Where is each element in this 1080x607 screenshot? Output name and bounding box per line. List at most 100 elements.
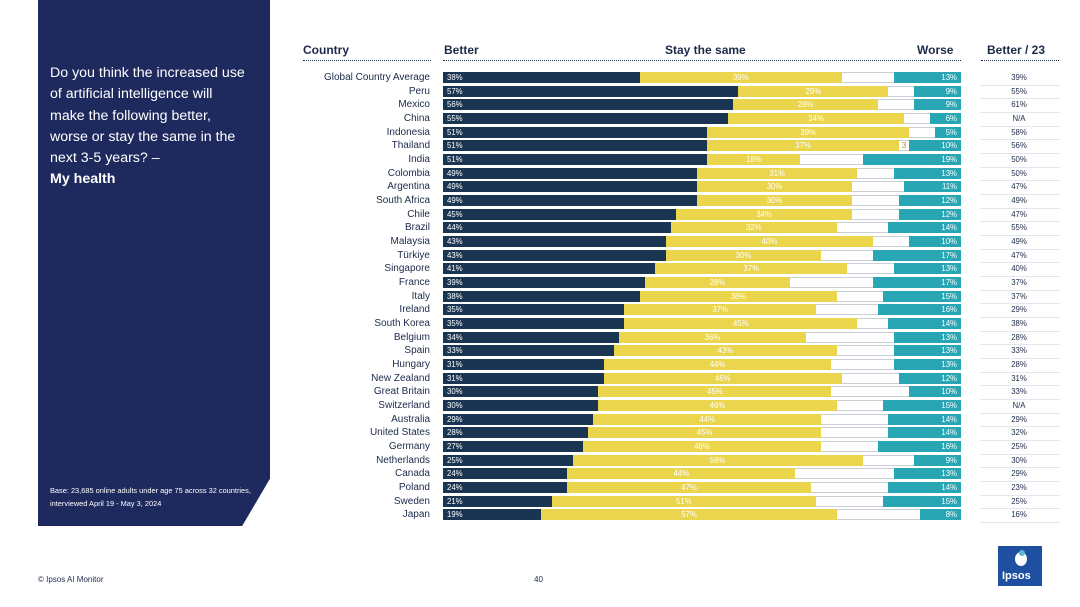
better-2023-value: 30%	[1011, 455, 1027, 465]
bar-same: 30%	[696, 181, 853, 193]
better-2023-rule	[980, 112, 1060, 113]
bar-better: 49%	[443, 181, 697, 193]
country-label: Türkiye	[397, 249, 430, 261]
bar-same: 57%	[541, 509, 837, 521]
bar-better: 24%	[443, 482, 568, 494]
country-label: Colombia	[387, 167, 430, 179]
better-2023-rule	[980, 235, 1060, 237]
bar-better: 49%	[443, 167, 697, 179]
bar-same: 46%	[603, 372, 842, 384]
bar-better: 30%	[443, 400, 599, 412]
question-panel: Do you think the increased use of artifi…	[38, 0, 270, 526]
country-label: South Korea	[374, 318, 430, 330]
bar-better: 38%	[443, 72, 640, 83]
better-2023-rule	[980, 385, 1060, 387]
country-label: Belgium	[393, 331, 430, 343]
better-2023-rule	[980, 494, 1060, 496]
bar-better: 38%	[443, 290, 640, 302]
header-worse: Worse	[917, 43, 954, 57]
country-label: Germany	[388, 441, 430, 453]
bar-worse: 13%	[893, 359, 961, 371]
bar-worse: 9%	[914, 454, 961, 466]
bar-same: 39%	[707, 126, 910, 138]
bar-same: 43%	[613, 345, 837, 357]
bar-better: 35%	[443, 318, 625, 330]
bar-same: 45%	[624, 318, 858, 330]
bar-better: 55%	[443, 113, 728, 124]
bar-same: 37%	[707, 140, 899, 152]
bar-better: 45%	[443, 208, 677, 220]
better-2023-value: 50%	[1011, 155, 1027, 165]
country-label: Singapore	[384, 263, 430, 275]
bar-better: 44%	[443, 222, 671, 234]
country-label: South Africa	[376, 195, 430, 207]
better-2023-rule	[980, 453, 1060, 455]
bar-same: 29%	[738, 85, 889, 97]
bar-same: 38%	[639, 290, 837, 302]
better-2023-value: 47%	[1011, 209, 1027, 219]
bar-same: 30%	[665, 249, 822, 261]
country-label: Canada	[394, 468, 430, 480]
bar-worse: 14%	[888, 413, 961, 425]
bar-better: 31%	[443, 372, 604, 384]
country-label: Malaysia	[390, 236, 430, 248]
bar-better: 25%	[443, 454, 573, 466]
bar-same: 56%	[572, 454, 863, 466]
bar-same: 31%	[696, 167, 858, 179]
better-2023-value: 38%	[1011, 319, 1027, 329]
better-2023-rule	[980, 248, 1060, 250]
country-label: Spain	[404, 345, 430, 357]
bar-same: 18%	[707, 154, 801, 166]
better-2023-rule	[980, 522, 1060, 524]
country-label: New Zealand	[371, 372, 430, 384]
better-2023-rule	[980, 440, 1060, 442]
better-2023-value: 58%	[1011, 127, 1027, 137]
bar-same: 32%	[670, 222, 837, 234]
better-2023-rule	[980, 508, 1060, 510]
better-2023-rule	[980, 153, 1060, 155]
bar-better: 30%	[443, 386, 599, 398]
better-2023-value: 28%	[1011, 332, 1027, 342]
country-label: Hungary	[392, 359, 430, 371]
bar-same: 37%	[655, 263, 848, 275]
better-2023-value: 61%	[1011, 100, 1027, 110]
better-2023-value: 37%	[1011, 291, 1027, 301]
better-2023-value: 47%	[1011, 182, 1027, 192]
bar-worse: 14%	[888, 427, 961, 439]
country-label: Poland	[398, 482, 430, 494]
country-label: Australia	[391, 413, 430, 425]
better-2023-value: 25%	[1011, 442, 1027, 452]
country-label: United States	[369, 427, 430, 439]
header-rule-chart	[443, 60, 961, 61]
bar-worse: 8%	[919, 509, 961, 521]
better-2023-rule	[980, 207, 1060, 209]
header-rule-better23	[981, 60, 1059, 61]
bar-same: 39%	[639, 72, 842, 83]
better-2023-value: N/A	[1012, 401, 1026, 411]
better-2023-value: 39%	[1011, 73, 1027, 82]
bar-better: 27%	[443, 441, 583, 453]
better-2023-value: 37%	[1011, 278, 1027, 288]
question-text: Do you think the increased use of artifi…	[50, 63, 250, 191]
better-2023-rule	[980, 98, 1060, 100]
bar-better: 35%	[443, 304, 625, 316]
better-2023-rule	[980, 180, 1060, 182]
bar-worse: 10%	[909, 140, 961, 152]
bar-same: 36%	[619, 331, 806, 343]
bar-worse: 13%	[893, 167, 961, 179]
better-2023-value: N/A	[1012, 114, 1026, 123]
bar-worse: 12%	[898, 372, 961, 384]
better-2023-rule	[980, 84, 1060, 86]
bar-better: 19%	[443, 509, 542, 521]
country-label: China	[403, 113, 430, 124]
better-2023-rule	[980, 125, 1060, 127]
bar-same: 46%	[598, 400, 837, 412]
bar-better: 51%	[443, 126, 708, 138]
better-2023-value: 29%	[1011, 305, 1027, 315]
better-2023-rule	[980, 194, 1060, 196]
better-2023-value: 33%	[1011, 346, 1027, 356]
bar-same: 40%	[665, 236, 873, 248]
bar-worse: 19%	[862, 154, 961, 166]
bar-better: 28%	[443, 427, 589, 439]
better-2023-rule	[980, 139, 1060, 141]
